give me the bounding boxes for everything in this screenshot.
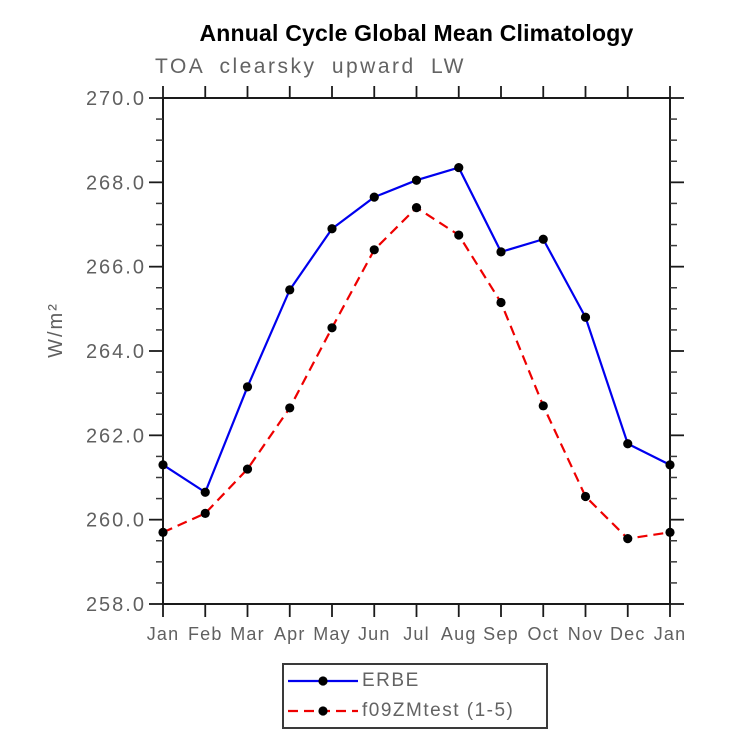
- f09zmtest-line-sample-icon: [288, 706, 358, 716]
- series-line-0: [162, 166, 671, 494]
- legend-marker: [318, 706, 328, 716]
- legend-box: ERBE f09ZMtest (1-5): [282, 663, 548, 729]
- data-point: [200, 508, 210, 518]
- data-point: [158, 527, 168, 537]
- data-point: [665, 527, 675, 537]
- data-point: [538, 234, 548, 244]
- x-tick-label: Jul: [403, 624, 430, 644]
- data-point: [454, 162, 464, 173]
- data-point: [200, 487, 210, 497]
- x-tick-label: Jan: [654, 624, 687, 644]
- y-tick-label: 270.0: [86, 88, 146, 110]
- x-tick-label: May: [313, 624, 351, 644]
- erbe-line-sample-icon: [288, 676, 358, 686]
- x-tick-label: Apr: [274, 624, 306, 644]
- x-tick-label: Nov: [568, 624, 604, 644]
- legend-item-erbe: ERBE: [284, 668, 546, 694]
- y-tick-label: 260.0: [86, 510, 146, 532]
- data-point: [580, 491, 591, 502]
- data-point: [285, 285, 295, 295]
- data-point: [623, 439, 633, 449]
- data-point: [496, 247, 506, 257]
- data-point: [538, 401, 548, 411]
- y-tick-label: 266.0: [86, 257, 146, 279]
- data-point: [369, 245, 379, 255]
- x-tick-label: Mar: [230, 624, 265, 644]
- x-tick-label: Sep: [483, 624, 519, 644]
- y-axis-label: W/m²: [45, 302, 67, 358]
- data-point: [327, 323, 337, 333]
- data-point: [369, 192, 379, 202]
- y-tick-label: 268.0: [86, 172, 146, 194]
- legend-label-f09zmtest: f09ZMtest (1-5): [362, 699, 515, 721]
- data-point: [496, 297, 506, 308]
- x-tick-label: Aug: [441, 624, 477, 644]
- x-tick-label: Oct: [527, 624, 559, 644]
- chart-subtitle: TOA clearsky upward LW: [155, 55, 466, 78]
- legend-label-erbe: ERBE: [362, 670, 420, 692]
- x-tick-label: Dec: [610, 624, 646, 644]
- legend-marker: [318, 676, 328, 686]
- data-point: [411, 175, 422, 185]
- x-tick-label: Jun: [358, 624, 391, 644]
- data-point: [327, 224, 337, 234]
- data-point: [623, 534, 633, 544]
- data-point: [242, 382, 253, 392]
- data-point: [242, 464, 253, 474]
- data-point: [454, 230, 464, 240]
- y-tick-label: 264.0: [86, 341, 146, 363]
- y-tick-label: 258.0: [86, 594, 146, 616]
- data-point: [580, 312, 591, 322]
- plot-frame: [162, 97, 671, 605]
- x-tick-label: Feb: [188, 624, 223, 644]
- legend-item-f09zmtest: f09ZMtest (1-5): [284, 698, 546, 724]
- data-point: [665, 460, 675, 470]
- y-tick-label: 262.0: [86, 425, 146, 447]
- x-tick-label: Jan: [147, 624, 180, 644]
- data-point: [285, 403, 295, 413]
- chart-title: Annual Cycle Global Mean Climatology: [199, 20, 634, 46]
- series-line-1: [162, 206, 671, 540]
- data-point: [158, 460, 168, 470]
- data-point: [411, 203, 422, 213]
